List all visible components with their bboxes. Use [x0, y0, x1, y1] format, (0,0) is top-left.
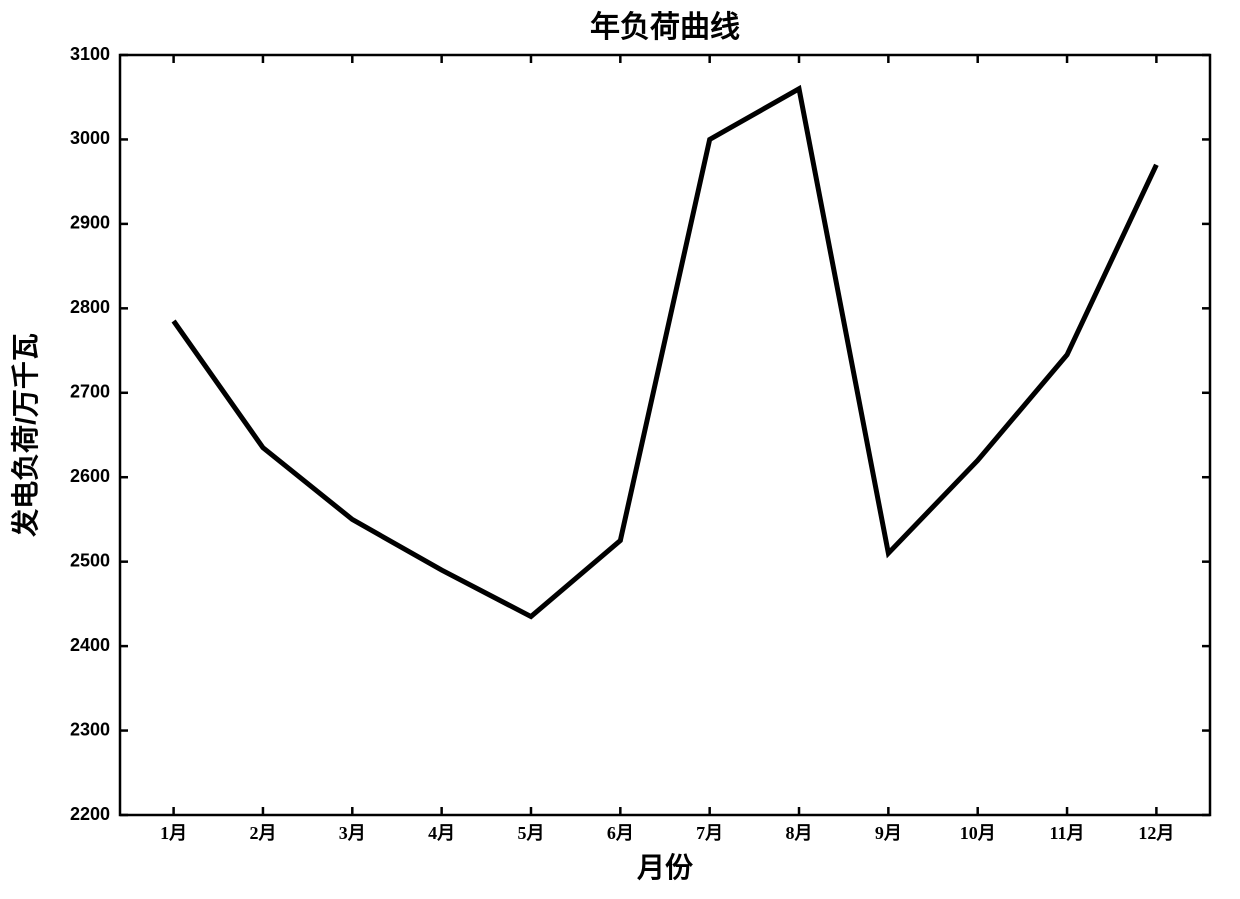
y-tick-label: 2700: [70, 382, 110, 402]
x-tick-label: 7月: [696, 823, 723, 843]
x-tick-label: 9月: [875, 823, 902, 843]
y-tick-label: 3100: [70, 44, 110, 64]
y-axis-label: 发电负荷/万千瓦: [9, 333, 41, 538]
y-tick-label: 2800: [70, 297, 110, 317]
data-line: [174, 89, 1157, 617]
x-tick-label: 2月: [249, 823, 276, 843]
x-tick-label: 3月: [339, 823, 366, 843]
x-tick-label: 6月: [607, 823, 634, 843]
y-tick-label: 3000: [70, 128, 110, 148]
y-tick-label: 2400: [70, 635, 110, 655]
x-tick-label: 8月: [786, 823, 813, 843]
chart-container: 2200 2300 2400 2500 2600 2700 2800 2900 3000 3100…: [0, 0, 1240, 899]
x-tick-label: 10月: [960, 823, 996, 843]
chart-title: 年负荷曲线: [590, 11, 740, 44]
x-tick-label: 5月: [517, 823, 544, 843]
x-tick-label: 4月: [428, 823, 455, 843]
x-tick-label: 11月: [1050, 823, 1085, 843]
line-chart: 2200 2300 2400 2500 2600 2700 2800 2900 3000 3100…: [0, 0, 1240, 899]
x-tick-label: 1月: [160, 823, 187, 843]
y-tick-label: 2900: [70, 213, 110, 233]
x-tick-label: 12月: [1138, 823, 1174, 843]
y-tick-label: 2600: [70, 466, 110, 486]
plot-box: [120, 55, 1210, 815]
x-axis-label: 月份: [636, 852, 693, 883]
y-tick-label: 2200: [70, 804, 110, 824]
y-tick-label: 2500: [70, 550, 110, 570]
y-tick-label: 2300: [70, 719, 110, 739]
